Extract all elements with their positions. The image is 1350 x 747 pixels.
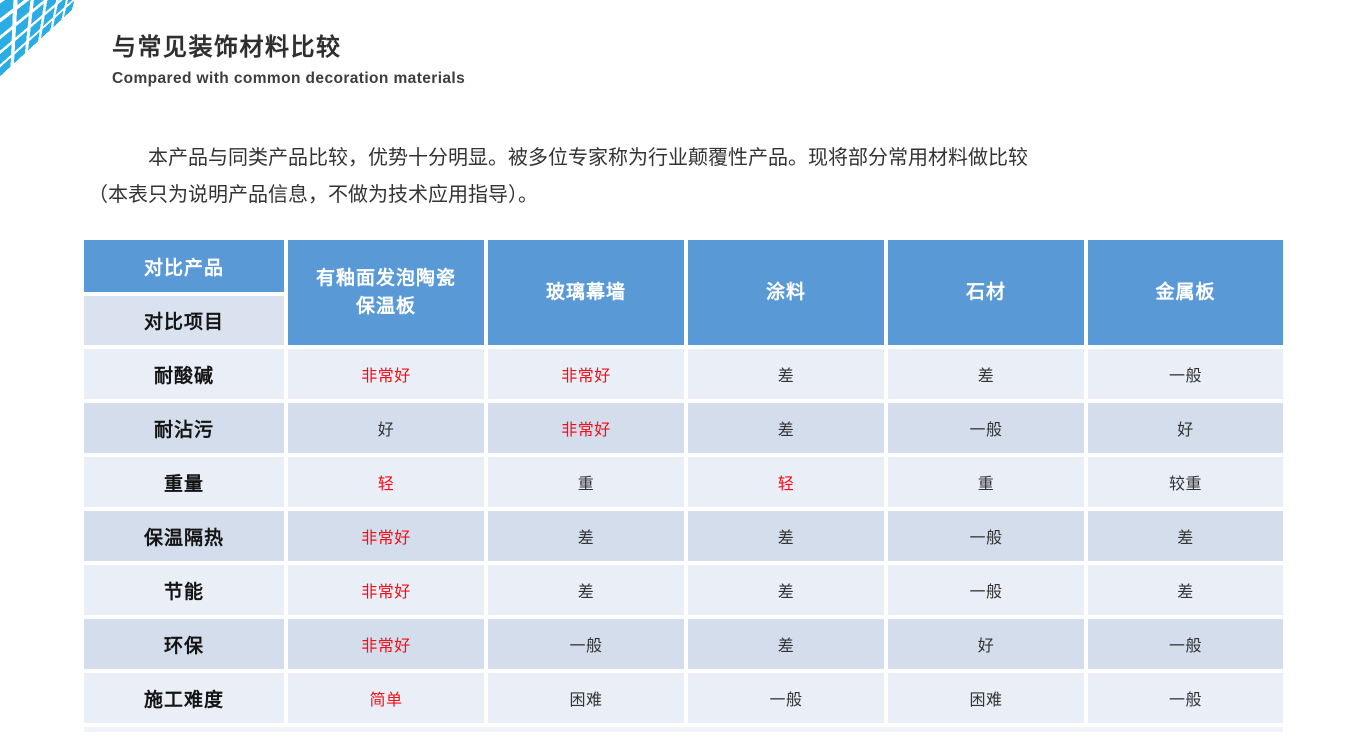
table-cell: 一般 [1088,349,1283,399]
table-cell: 一般 [888,403,1084,453]
table-cell: 好 [288,403,484,453]
table-header-row: 对比产品 对比项目 有釉面发泡陶瓷 保温板 玻璃幕墙 涂料 石材 金属板 [84,240,1283,345]
table-cell: 轻 [688,457,884,507]
table-cell: 轻 [288,457,484,507]
table-cell: 好 [888,619,1084,669]
table-cell: 困难 [888,673,1084,723]
table-cell: 重 [488,457,684,507]
logo [0,0,108,104]
corner-top-label: 对比产品 [84,240,284,292]
table-cell: 差 [488,565,684,615]
table-cell: 非常好 [488,349,684,399]
column-header-coating: 涂料 [688,240,884,345]
table-cell: 一般 [888,565,1084,615]
row-label: 保温隔热 [84,511,284,561]
table-cell: 差 [688,511,884,561]
table-row: 环保 非常好 一般 差 好 一般 [84,619,1283,669]
table-bottom-strip [84,727,1283,732]
table-cell: 差 [488,511,684,561]
table-cell: 非常好 [488,403,684,453]
row-label: 耐酸碱 [84,349,284,399]
table-row: 重量 轻 重 轻 重 较重 [84,457,1283,507]
page-title: 与常见装饰材料比较 [112,34,342,61]
table-cell: 简单 [288,673,484,723]
corner-bottom-label: 对比项目 [84,296,284,345]
table-cell: 差 [688,565,884,615]
table-cell: 一般 [888,511,1084,561]
table-row: 耐酸碱 非常好 非常好 差 差 一般 [84,349,1283,399]
table-cell: 差 [688,403,884,453]
table-cell: 较重 [1088,457,1283,507]
row-label: 节能 [84,565,284,615]
table-row: 节能 非常好 差 差 一般 差 [84,565,1283,615]
intro-line-1: 本产品与同类产品比较，优势十分明显。被多位专家称为行业颠覆性产品。现将部分常用材… [148,147,1028,169]
column-header-stone: 石材 [888,240,1084,345]
table-cell: 非常好 [288,511,484,561]
section-header: 与常见装饰材料比较 Compared with common decoratio… [112,34,465,88]
table-cell: 一般 [1088,673,1283,723]
table-cell: 差 [688,349,884,399]
row-label: 重量 [84,457,284,507]
table-cell: 差 [688,619,884,669]
column-header-ceramic-board: 有釉面发泡陶瓷 保温板 [288,240,484,345]
column-header-metal-plate: 金属板 [1088,240,1283,345]
table-row: 施工难度 简单 困难 一般 困难 一般 [84,673,1283,723]
table-cell: 非常好 [288,565,484,615]
intro-paragraph: 本产品与同类产品比较，优势十分明显。被多位专家称为行业颠覆性产品。现将部分常用材… [88,140,1280,214]
table-cell: 差 [1088,565,1283,615]
table-row: 耐沾污 好 非常好 差 一般 好 [84,403,1283,453]
table-cell: 差 [1088,511,1283,561]
table-cell: 差 [888,349,1084,399]
table-cell: 一般 [488,619,684,669]
table-cell: 一般 [1088,619,1283,669]
table-cell: 困难 [488,673,684,723]
comparison-table: 对比产品 对比项目 有釉面发泡陶瓷 保温板 玻璃幕墙 涂料 石材 金属板 耐酸碱… [84,240,1283,732]
intro-line-2: （本表只为说明产品信息，不做为技术应用指导）。 [88,184,538,206]
page-subtitle: Compared with common decoration material… [112,69,466,87]
table-cell: 好 [1088,403,1283,453]
table-row: 保温隔热 非常好 差 差 一般 差 [84,511,1283,561]
row-label: 环保 [84,619,284,669]
table-cell: 一般 [688,673,884,723]
column-header-glass-curtain-wall: 玻璃幕墙 [488,240,684,345]
table-cell: 非常好 [288,619,484,669]
corner-cell: 对比产品 对比项目 [84,240,284,345]
table-cell: 重 [888,457,1084,507]
row-label: 施工难度 [84,673,284,723]
perspective-tile-grid-icon [0,0,102,93]
row-label: 耐沾污 [84,403,284,453]
table-cell: 非常好 [288,349,484,399]
